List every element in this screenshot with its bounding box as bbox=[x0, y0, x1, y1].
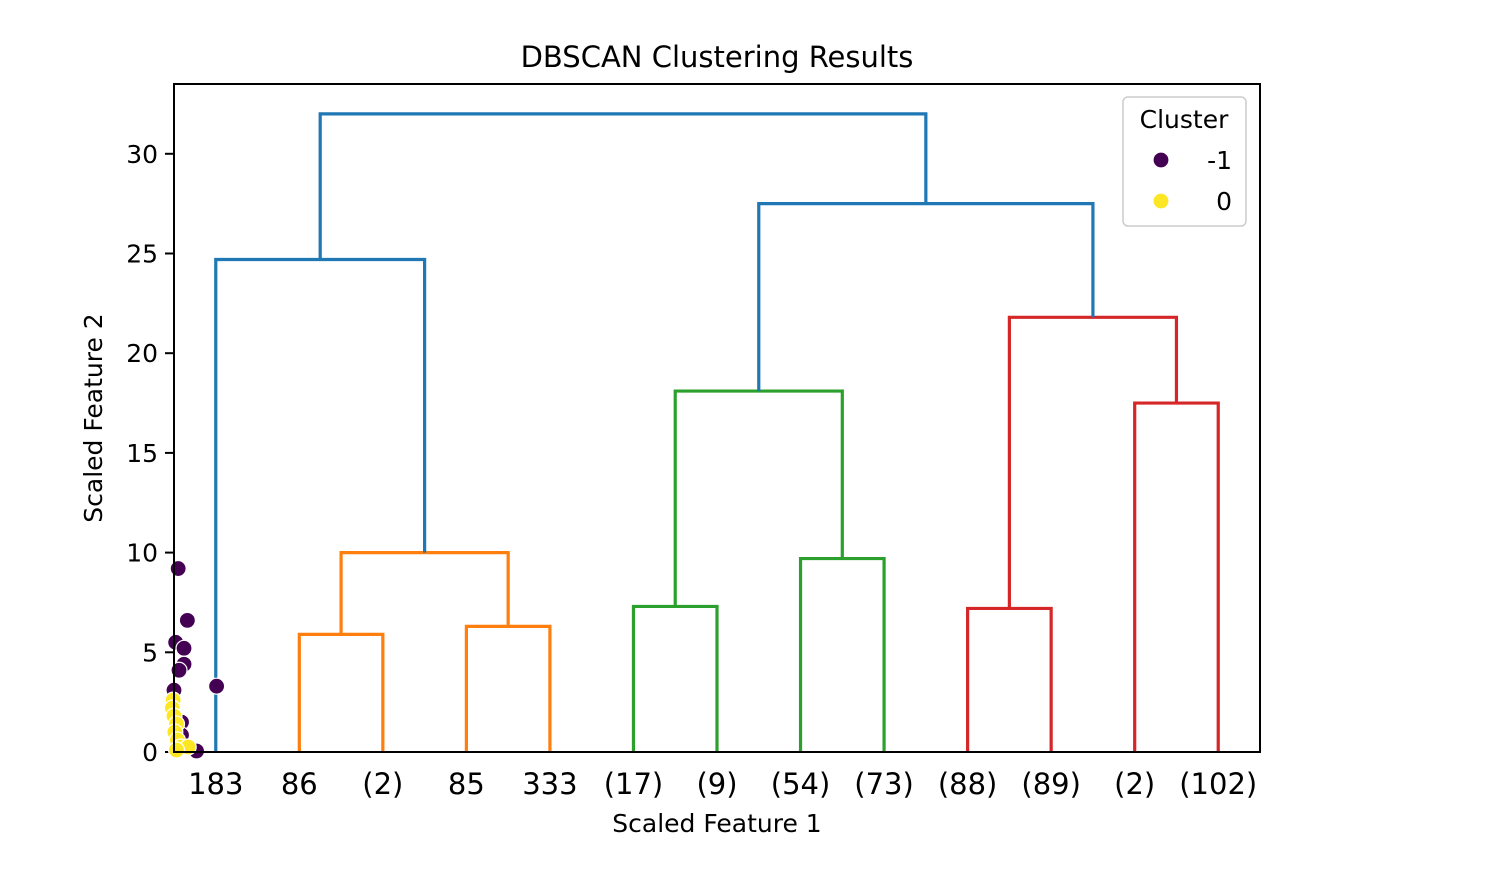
x-leaf-label: (89) bbox=[1021, 767, 1081, 801]
scatter-point bbox=[208, 677, 226, 695]
scatter-point bbox=[178, 611, 196, 629]
legend-marker bbox=[1152, 192, 1170, 210]
scatter-point bbox=[169, 559, 187, 578]
x-leaf-label: (73) bbox=[854, 767, 914, 801]
y-axis-label: Scaled Feature 2 bbox=[79, 313, 108, 522]
plot-frame bbox=[173, 83, 1261, 753]
x-leaf-label: (2) bbox=[1114, 767, 1155, 801]
dendrogram-link bbox=[1133, 401, 1220, 752]
y-tick-label: 30 bbox=[126, 140, 158, 169]
y-tick-label: 10 bbox=[126, 539, 158, 568]
x-leaf-label: (88) bbox=[938, 767, 998, 801]
scatter-points bbox=[163, 559, 226, 760]
legend-label: 0 bbox=[1216, 187, 1232, 216]
dendrogram-link bbox=[631, 604, 719, 752]
legend-title: Cluster bbox=[1140, 105, 1229, 134]
x-leaf-label: (2) bbox=[362, 767, 403, 801]
y-tick-label: 20 bbox=[126, 339, 158, 368]
chart-title: DBSCAN Clustering Results bbox=[521, 40, 914, 74]
y-tick-label: 5 bbox=[142, 638, 158, 667]
x-leaf-label: 86 bbox=[281, 767, 318, 801]
legend: Cluster -10 bbox=[1122, 96, 1247, 227]
dendrogram-link bbox=[339, 550, 510, 635]
x-leaf-label: 183 bbox=[188, 767, 243, 801]
scatter-point bbox=[170, 661, 188, 679]
y-tick-label: 15 bbox=[126, 439, 158, 468]
y-tick-label: 25 bbox=[126, 239, 158, 268]
dendrogram-link bbox=[757, 202, 1095, 392]
legend-entries: -10 bbox=[1152, 146, 1232, 216]
legend-label: -1 bbox=[1207, 146, 1232, 175]
x-leaf-label: 85 bbox=[448, 767, 485, 801]
dendrogram-link bbox=[673, 389, 844, 607]
dendrogram-link bbox=[464, 624, 552, 752]
dendrogram-link bbox=[966, 606, 1053, 752]
legend-box bbox=[1122, 96, 1247, 227]
dendrogram-link bbox=[318, 112, 928, 260]
dendrogram-link bbox=[297, 632, 385, 752]
scatter-point bbox=[175, 639, 193, 657]
x-axis-leaf-labels: 183 86 (2) 85 333 (17) (9) (54) (73) (88) (89) (2) (… bbox=[188, 767, 1257, 801]
dendrogram-link bbox=[798, 556, 886, 752]
dendrogram-link bbox=[1007, 315, 1179, 609]
y-tick-label: 0 bbox=[142, 738, 158, 767]
x-leaf-label: (17) bbox=[604, 767, 664, 801]
y-axis-ticks: 0 5 10 15 20 25 30 bbox=[126, 140, 174, 767]
legend-marker bbox=[1152, 151, 1170, 169]
x-leaf-label: (54) bbox=[771, 767, 831, 801]
x-leaf-label: (102) bbox=[1179, 767, 1257, 801]
x-axis-label: Scaled Feature 1 bbox=[612, 809, 821, 838]
x-leaf-label: 333 bbox=[522, 767, 577, 801]
dendrogram-link bbox=[214, 257, 427, 752]
x-leaf-label: (9) bbox=[696, 767, 737, 801]
scatter-point bbox=[167, 741, 186, 759]
dendrogram-links bbox=[214, 112, 1220, 752]
